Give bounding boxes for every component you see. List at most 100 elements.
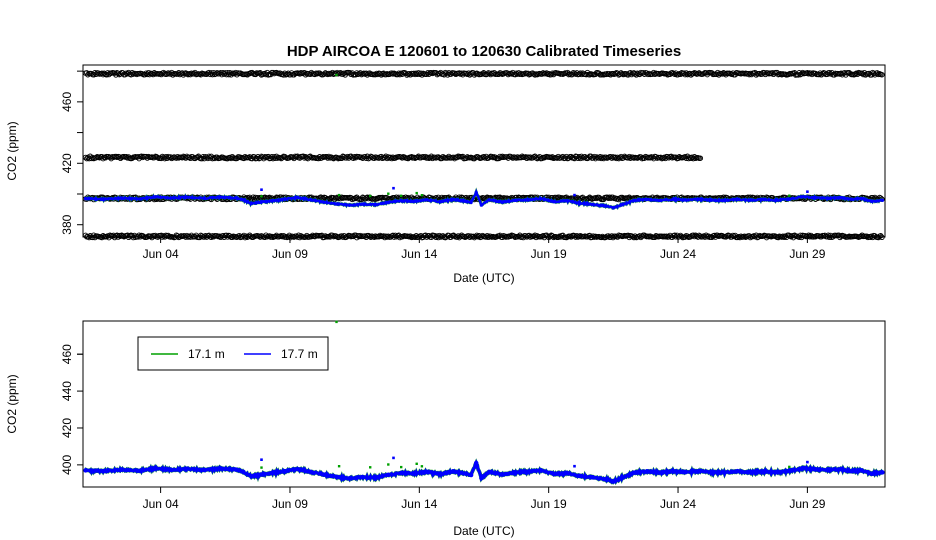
bottom-series-17-1m-outlier bbox=[387, 463, 390, 466]
top-series-17-7m-point bbox=[153, 195, 158, 199]
bottom-series-17-7m-point bbox=[321, 472, 326, 477]
top-series-17-7m-point bbox=[479, 203, 484, 207]
calibration-point bbox=[280, 72, 287, 78]
calibration-point bbox=[572, 234, 579, 240]
bottom-series-17-7m-point bbox=[241, 469, 246, 475]
bottom-x-tick-label: Jun 19 bbox=[531, 497, 567, 511]
bottom-series-17-7m-point bbox=[825, 467, 831, 473]
top-x-axis: Jun 04 Jun 09 Jun 14 Jun 19 Jun 24 Jun 29 bbox=[143, 237, 826, 261]
top-series-17-1m-outlier bbox=[400, 194, 403, 197]
bottom-series-17-7m-point bbox=[168, 467, 174, 472]
bottom-series-17-7m-point bbox=[787, 468, 792, 474]
calibration-point bbox=[697, 155, 704, 161]
chart-title: HDP AIRCOA E 120601 to 120630 Calibrated… bbox=[287, 43, 681, 60]
bottom-series-17-7m-outlier bbox=[806, 460, 809, 464]
calibration-point bbox=[527, 234, 534, 240]
bottom-series-17-7m-point bbox=[849, 468, 854, 474]
bottom-series-17-7m-point bbox=[859, 468, 864, 473]
bottom-series-17-7m-point bbox=[153, 466, 158, 471]
bottom-series-17-7m-point bbox=[551, 471, 557, 477]
calibration-point bbox=[879, 71, 885, 78]
top-series-17-7m-point bbox=[839, 196, 843, 200]
bottom-series-17-7m-point bbox=[398, 470, 404, 476]
bottom-series-17-7m-point bbox=[869, 471, 875, 476]
bottom-series-17-7m-point bbox=[577, 473, 582, 479]
bottom-series-17-7m-point bbox=[386, 472, 391, 478]
bottom-series-17-7m-point bbox=[360, 474, 365, 480]
top-series-17-7m-point bbox=[120, 196, 124, 200]
bottom-y-tick-label: 460 bbox=[60, 344, 74, 364]
top-series-17-7m-point bbox=[697, 197, 701, 201]
top-series-17-7m-point bbox=[386, 200, 390, 204]
bottom-y-tick-label: 440 bbox=[60, 381, 74, 401]
bottom-series-17-7m-point bbox=[334, 474, 339, 480]
bottom-series-17-7m-point bbox=[525, 469, 531, 475]
bottom-series-17-7m-point bbox=[722, 470, 727, 475]
top-series-17-7m-point bbox=[591, 202, 595, 207]
top-series-17-7m-point bbox=[233, 196, 238, 200]
calibration-point bbox=[129, 70, 135, 76]
top-series-17-7m-point bbox=[425, 198, 429, 202]
calibration-point bbox=[548, 71, 555, 78]
calibration-point bbox=[690, 232, 697, 238]
top-y-axis-label: CO2 (ppm) bbox=[5, 121, 19, 180]
calibration-point bbox=[728, 71, 735, 78]
bottom-x-tick-label: Jun 09 bbox=[272, 497, 308, 511]
top-series-17-7m-point bbox=[671, 197, 675, 201]
calibration-point bbox=[262, 154, 268, 160]
bottom-series-17-7m-point bbox=[184, 466, 189, 471]
bottom-series-17-7m-point bbox=[119, 467, 125, 473]
bottom-y-tick-label: 400 bbox=[60, 455, 74, 475]
top-series-17-1m-outlier bbox=[335, 73, 338, 77]
bottom-series-17-7m-point bbox=[512, 470, 518, 475]
bottom-series-17-7m-outlier bbox=[573, 464, 576, 468]
bottom-series-17-7m-point bbox=[735, 468, 740, 474]
top-series-17-7m-point bbox=[474, 190, 478, 195]
top-y-tick-label: 420 bbox=[60, 153, 74, 173]
bottom-series-17-7m-point bbox=[101, 468, 106, 474]
calibration-point bbox=[343, 155, 350, 161]
top-series-17-7m-point bbox=[849, 197, 854, 201]
calibration-point bbox=[329, 232, 336, 239]
bottom-series-17-7m-point bbox=[774, 469, 779, 475]
top-series-17-7m-point bbox=[748, 198, 753, 202]
bottom-series-17-1m-outlier bbox=[415, 462, 418, 465]
top-series-17-7m-point bbox=[184, 195, 189, 199]
bottom-plot-frame bbox=[82, 320, 886, 488]
legend-label-17-7m: 17.7 m bbox=[281, 347, 318, 361]
top-series-17-1m-outlier bbox=[387, 192, 390, 195]
calibration-point bbox=[223, 232, 230, 239]
top-series-17-1m-outlier bbox=[420, 194, 424, 197]
bottom-series-17-7m-point bbox=[83, 468, 88, 473]
bottom-series-17-7m-point bbox=[838, 467, 844, 472]
top-series-17-7m-point bbox=[373, 203, 377, 207]
bottom-series-17-7m-point bbox=[799, 465, 805, 471]
calibration-point bbox=[539, 155, 545, 162]
bottom-series-17-1m-outlier bbox=[420, 465, 424, 468]
bottom-series-17-7m-point bbox=[603, 477, 608, 482]
bottom-y-axis: 400 420 440 460 bbox=[60, 344, 83, 475]
top-series-17-7m-point bbox=[722, 198, 727, 203]
calibration-point bbox=[242, 234, 248, 241]
bottom-series-17-7m-point bbox=[295, 466, 300, 472]
bottom-series-17-1m-outlier bbox=[369, 466, 372, 469]
top-y-axis: 380 420 460 bbox=[60, 70, 83, 235]
bottom-series-17-7m-point bbox=[590, 475, 595, 480]
top-series-17-1m-outlier bbox=[337, 193, 341, 197]
bottom-x-axis: Jun 04 Jun 09 Jun 14 Jun 19 Jun 24 Jun 29 bbox=[143, 487, 826, 511]
top-series-17-7m-point bbox=[880, 198, 885, 202]
bottom-series-17-7m-outlier bbox=[260, 458, 263, 461]
bottom-series-17-7m-point bbox=[657, 470, 663, 475]
top-x-tick-label: Jun 29 bbox=[789, 247, 825, 261]
bottom-series-17-1m-outlier bbox=[788, 465, 791, 469]
bottom-series-17-7m-outlier bbox=[392, 456, 395, 460]
top-series-17-7m-point bbox=[800, 195, 804, 199]
bottom-series bbox=[83, 320, 885, 486]
top-x-axis-label: Date (UTC) bbox=[453, 271, 514, 285]
bottom-series-17-7m-point bbox=[259, 472, 264, 477]
bottom-series-17-7m-point bbox=[486, 469, 492, 475]
top-series-17-7m-point bbox=[603, 204, 608, 208]
calibration-point bbox=[354, 70, 360, 76]
bottom-x-axis-label: Date (UTC) bbox=[453, 524, 514, 538]
top-series-17-7m-outlier bbox=[392, 186, 395, 190]
